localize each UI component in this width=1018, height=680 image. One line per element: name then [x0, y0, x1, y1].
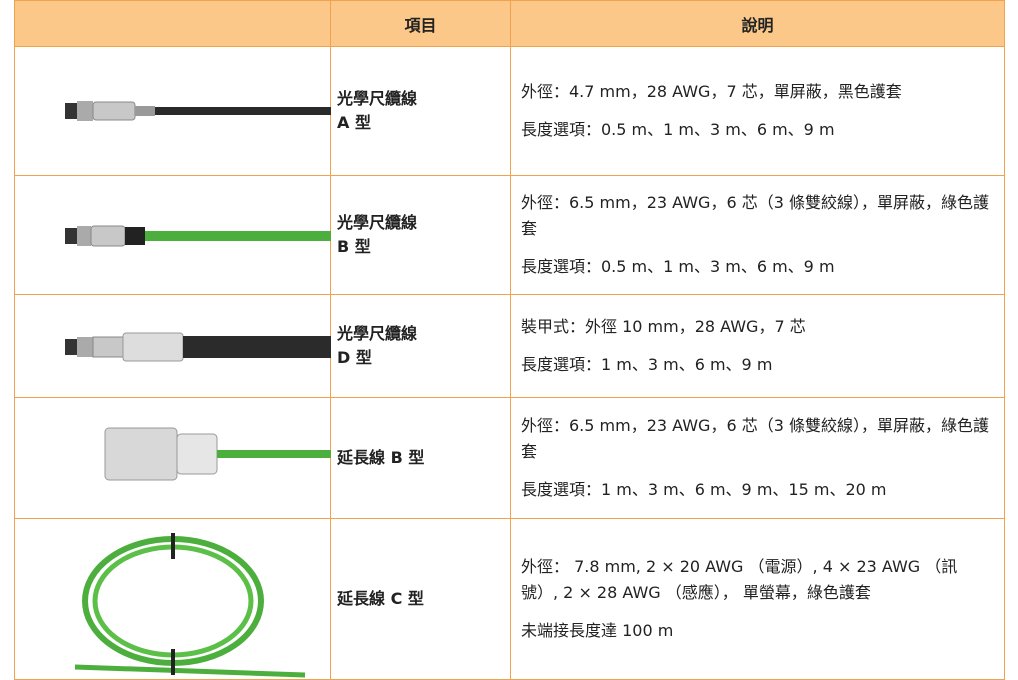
- description-text: 長度選項：0.5 m、1 m、3 m、6 m、9 m: [521, 257, 835, 276]
- item-line: 延長線 B 型: [337, 448, 425, 467]
- description-cell: 外徑：6.5 mm，23 AWG，6 芯（3 條雙絞線），單屏蔽，綠色護套長度選…: [510, 175, 1005, 295]
- cable-image: [74, 533, 306, 678]
- cable-image-cell: [14, 294, 331, 398]
- description-cell: 外徑： 7.8 mm, 2 × 20 AWG （電源）, 4 × 23 AWG …: [510, 518, 1005, 680]
- description-text: 未端接長度達 100 m: [521, 621, 674, 640]
- item-line: 光學尺纜線: [337, 324, 418, 343]
- table-row: 光學尺纜線 D 型 裝甲式：外徑 10 mm，28 AWG，7 芯長度選項：1 m、…: [14, 294, 1005, 398]
- description-cell: 外徑：4.7 mm，28 AWG，7 芯，單屏蔽，黑色護套 長度選項：0.5 m、…: [510, 46, 1005, 176]
- cable-image: [65, 332, 331, 362]
- cable-image: [65, 101, 331, 121]
- table-row: 光學尺纜線 A 型 外徑：4.7 mm，28 AWG，7 芯，單屏蔽，黑色護套 長度選…: [14, 46, 1005, 176]
- description-text: 外徑：4.7 mm，28 AWG，7 芯，單屏蔽，黑色護套: [521, 82, 902, 101]
- item-cell: 延長線 C 型: [330, 518, 511, 680]
- cable-image: [104, 427, 331, 481]
- description-text: 長度選項：1 m、3 m、6 m、9 m、15 m、20 m: [521, 480, 887, 499]
- description-text: 長度選項：0.5 m、1 m、3 m、6 m、9 m: [521, 120, 835, 139]
- description-text: 外徑：6.5 mm，23 AWG，6 芯（3 條雙絞線），單屏蔽，綠色護套: [521, 193, 989, 238]
- item-line: B 型: [337, 237, 371, 256]
- header-item: 項目: [330, 0, 511, 47]
- item-cell: 光學尺纜線 B 型: [330, 175, 511, 295]
- item-line: A 型: [337, 113, 371, 132]
- item-line: 光學尺纜線: [337, 213, 418, 232]
- table-row: 延長線 C 型 外徑： 7.8 mm, 2 × 20 AWG （電源）, 4 × …: [14, 518, 1005, 680]
- cable-image-cell: [14, 46, 331, 176]
- table-row: 延長線 B 型 外徑：6.5 mm，23 AWG，6 芯（3 條雙絞線），單屏蔽，…: [14, 397, 1005, 519]
- item-line: D 型: [337, 348, 372, 367]
- description-text: 外徑： 7.8 mm, 2 × 20 AWG （電源）, 4 × 23 AWG …: [521, 557, 958, 602]
- description-text: 裝甲式：外徑 10 mm，28 AWG，7 芯: [521, 317, 806, 336]
- cable-image-cell: [14, 397, 331, 519]
- item-line: 延長線 C 型: [337, 589, 424, 608]
- header-image: [14, 0, 331, 47]
- item-cell: 延長線 B 型: [330, 397, 511, 519]
- description-cell: 裝甲式：外徑 10 mm，28 AWG，7 芯長度選項：1 m、3 m、6 m、…: [510, 294, 1005, 398]
- cable-image: [65, 225, 331, 247]
- description-text: 長度選項：1 m、3 m、6 m、9 m: [521, 355, 773, 374]
- description-cell: 外徑：6.5 mm，23 AWG，6 芯（3 條雙絞線），單屏蔽，綠色護套長度選…: [510, 397, 1005, 519]
- header-description: 說明: [510, 0, 1005, 47]
- item-cell: 光學尺纜線 D 型: [330, 294, 511, 398]
- cable-image-cell: [14, 518, 331, 680]
- item-line: 光學尺纜線: [337, 89, 418, 108]
- cable-image-cell: [14, 175, 331, 295]
- table-row: 光學尺纜線 B 型 外徑：6.5 mm，23 AWG，6 芯（3 條雙絞線），單屏蔽…: [14, 175, 1005, 295]
- header-row: 項目 說明: [14, 0, 1005, 47]
- description-text: 外徑：6.5 mm，23 AWG，6 芯（3 條雙絞線），單屏蔽，綠色護套: [521, 416, 989, 461]
- table-body: 光學尺纜線 A 型 外徑：4.7 mm，28 AWG，7 芯，單屏蔽，黑色護套 長度選…: [14, 46, 1005, 680]
- item-cell: 光學尺纜線 A 型: [330, 46, 511, 176]
- cable-table: 項目 說明 光學尺纜線 A 型 外徑：4.7 mm，28 AWG，7 芯，單屏蔽，黑…: [14, 0, 1005, 680]
